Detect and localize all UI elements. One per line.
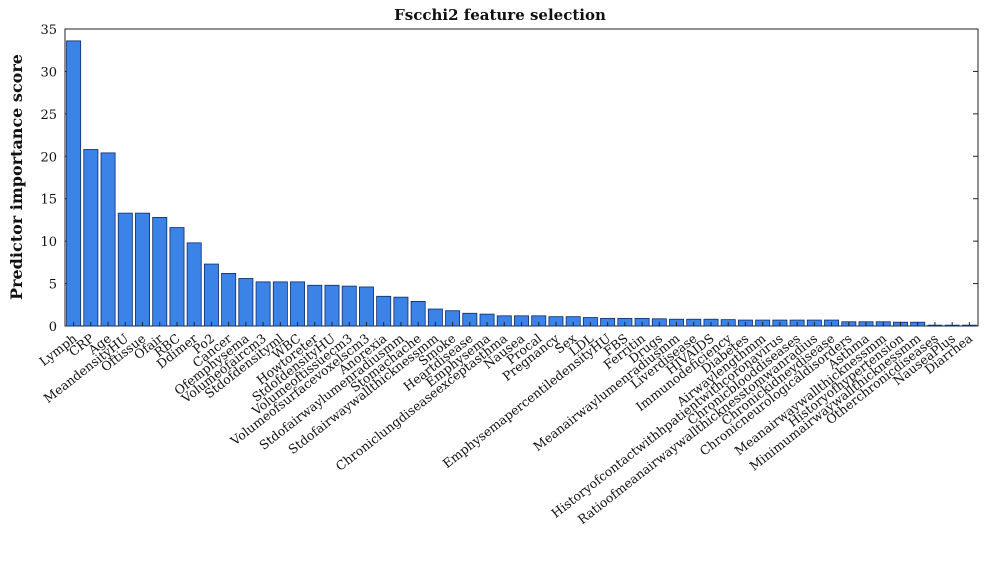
y-tick-label: 15 (40, 193, 57, 208)
plot-frame (64, 28, 979, 327)
y-tick-label: 25 (40, 108, 57, 123)
y-tick-label: 0 (49, 320, 57, 335)
bar (186, 242, 202, 327)
bar (341, 285, 357, 327)
bar (255, 281, 271, 327)
bar (66, 40, 82, 327)
y-tick-label: 30 (40, 65, 57, 80)
bar (393, 296, 409, 327)
plot-area: 05101520253035LymphCRPAgeMeandensityHUOf… (36, 23, 979, 527)
y-axis-label-group: Predictor importance score (7, 54, 26, 300)
bar (290, 281, 306, 327)
bar (169, 227, 185, 327)
bar (376, 295, 392, 327)
chart-title: Fscchi2 feature selection (394, 6, 606, 24)
y-tick-label: 20 (40, 150, 57, 165)
bar (100, 152, 116, 327)
y-tick-label: 5 (49, 278, 57, 293)
bar (135, 212, 150, 327)
bar (238, 278, 254, 327)
bar (83, 149, 99, 327)
y-tick-label: 35 (40, 23, 57, 38)
bar (221, 272, 237, 327)
bar (152, 216, 168, 327)
bar (324, 284, 340, 327)
bar (117, 212, 133, 327)
bar (272, 281, 288, 327)
bar (203, 263, 219, 327)
y-axis-label: Predictor importance score (7, 54, 26, 300)
bar (307, 284, 323, 327)
y-tick-label: 10 (40, 235, 57, 250)
bar (358, 286, 374, 327)
